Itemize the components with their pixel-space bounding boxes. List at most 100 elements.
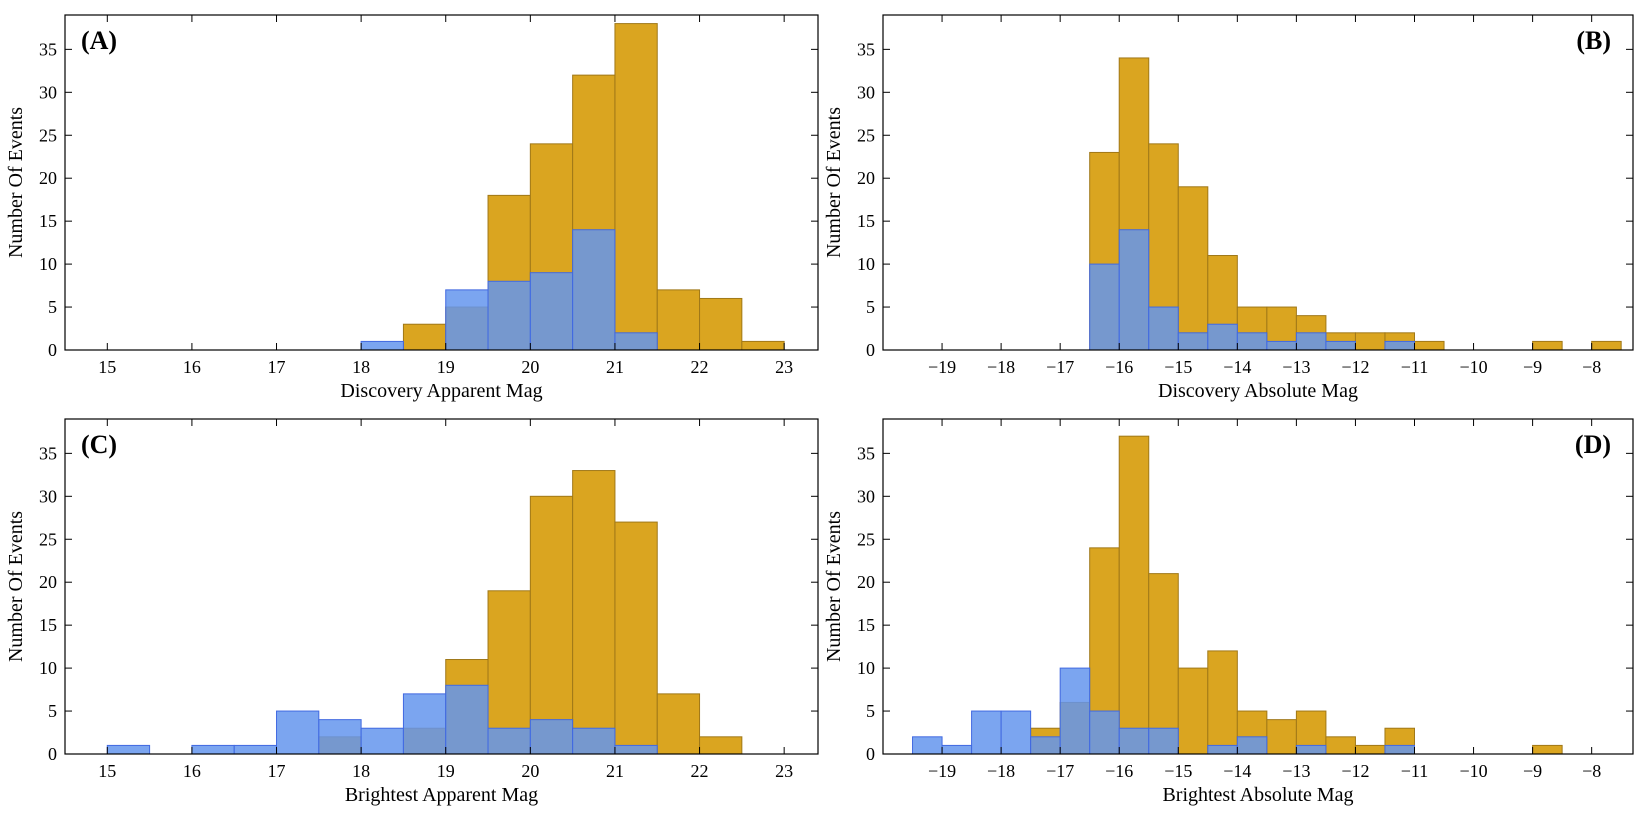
xtick-label-d-10: −9 <box>1523 761 1542 781</box>
bar-d-gold-11 <box>1354 744 1386 755</box>
bar-b-blue-0 <box>1089 263 1120 351</box>
bar-d-blue-0 <box>912 736 943 755</box>
xtick-label-d-7: −12 <box>1341 761 1369 781</box>
bar-c-blue-1 <box>191 744 235 755</box>
x-axis-title-c: Brightest Apparent Mag <box>345 784 538 806</box>
xtick-label-d-8: −11 <box>1401 761 1428 781</box>
bar-d-blue-4 <box>1030 736 1061 755</box>
ytick-label-c-2: 10 <box>39 658 57 678</box>
bar-a-blue-3 <box>529 272 574 351</box>
bar-d-blue-5 <box>1059 667 1091 755</box>
bar-b-blue-6 <box>1266 340 1297 351</box>
x-axis-title-a: Discovery Apparent Mag <box>340 380 542 402</box>
ytick-label-d-5: 25 <box>857 529 875 549</box>
ytick-label-c-6: 30 <box>39 486 57 506</box>
bar-d-gold-13 <box>1532 744 1563 755</box>
ytick-label-c-5: 25 <box>39 529 57 549</box>
bar-d-blue-7 <box>1118 727 1150 755</box>
bar-d-blue-3 <box>1000 710 1032 755</box>
plot-frame-d <box>882 418 1634 755</box>
ytick-label-c-0: 0 <box>48 744 57 764</box>
xtick-label-d-2: −17 <box>1046 761 1074 781</box>
ytick-label-a-5: 25 <box>39 125 57 145</box>
xtick-label-a-6: 21 <box>606 357 624 377</box>
bar-b-gold-12 <box>1532 340 1563 351</box>
ytick-label-a-0: 0 <box>48 340 57 360</box>
plot-frame-b <box>882 14 1634 351</box>
xtick-label-b-4: −15 <box>1164 357 1192 377</box>
xtick-label-c-6: 21 <box>606 761 624 781</box>
ytick-label-d-1: 5 <box>866 701 875 721</box>
panel-c: 15 16 17 18 19 20 21 22 23 0 5 10 15 20 25 30 35 Brightes… <box>5 418 819 806</box>
bar-b-blue-4 <box>1207 323 1238 351</box>
ytick-label-d-3: 15 <box>857 615 875 635</box>
bar-d-blue-10 <box>1236 736 1268 755</box>
xtick-label-b-1: −18 <box>987 357 1015 377</box>
bar-a-gold-5 <box>614 23 658 351</box>
xtick-label-b-10: −9 <box>1523 357 1542 377</box>
xtick-label-b-3: −16 <box>1105 357 1133 377</box>
xtick-label-d-11: −8 <box>1582 761 1601 781</box>
ytick-label-b-5: 25 <box>857 125 875 145</box>
bar-a-blue-5 <box>614 332 658 351</box>
xtick-label-c-5: 20 <box>521 761 539 781</box>
x-axis-title-d: Brightest Absolute Mag <box>1162 784 1353 806</box>
y-axis-title-d: Number Of Events <box>823 511 845 662</box>
y-axis-title-c: Number Of Events <box>5 511 27 662</box>
bar-c-blue-0 <box>106 744 151 755</box>
bar-d-blue-8 <box>1148 727 1179 755</box>
bar-d-gold-8 <box>1266 719 1297 755</box>
bar-b-blue-7 <box>1295 332 1327 351</box>
ytick-label-a-3: 15 <box>39 211 57 231</box>
panel-label-d: (D) <box>1575 430 1611 459</box>
xtick-label-d-4: −15 <box>1164 761 1192 781</box>
bar-b-gold-9 <box>1354 332 1386 351</box>
bar-a-gold-6 <box>656 289 701 351</box>
bar-b-blue-1 <box>1118 229 1150 351</box>
xtick-label-a-4: 19 <box>437 357 455 377</box>
ytick-label-a-6: 30 <box>39 82 57 102</box>
ytick-label-b-7: 35 <box>857 39 875 59</box>
bar-b-blue-2 <box>1148 306 1179 351</box>
ytick-label-d-6: 30 <box>857 486 875 506</box>
bar-a-blue-2 <box>487 280 531 351</box>
ytick-label-d-4: 20 <box>857 572 875 592</box>
y-axis-title-a: Number Of Events <box>5 107 27 258</box>
xtick-label-b-11: −8 <box>1582 357 1601 377</box>
bar-c-blue-8 <box>487 727 531 755</box>
bar-a-gold-7 <box>699 297 743 351</box>
bar-c-blue-7 <box>445 684 489 755</box>
plot-frame-a <box>64 14 819 351</box>
bar-d-blue-11 <box>1295 744 1327 755</box>
bar-b-gold-11 <box>1414 340 1445 351</box>
xtick-label-c-0: 15 <box>98 761 116 781</box>
bar-c-blue-9 <box>529 719 574 755</box>
bar-d-gold-5 <box>1177 667 1209 755</box>
bar-c-blue-6 <box>402 693 447 755</box>
bar-c-blue-4 <box>318 719 362 755</box>
x-axis-title-b: Discovery Absolute Mag <box>1158 380 1358 402</box>
bar-d-blue-12 <box>1384 744 1415 755</box>
panel-a: 15 16 17 18 19 20 21 22 23 0 5 10 15 20 25 30 35 Discover… <box>5 14 819 402</box>
bar-c-blue-5 <box>360 727 404 755</box>
panel-label-b: (B) <box>1576 26 1611 55</box>
bar-c-blue-3 <box>276 710 320 755</box>
bar-c-gold-4 <box>529 495 574 755</box>
bar-d-blue-6 <box>1089 710 1120 755</box>
bar-a-gold-0 <box>402 323 447 351</box>
bar-d-blue-9 <box>1207 744 1238 755</box>
xtick-label-a-8: 23 <box>775 357 793 377</box>
bar-b-blue-3 <box>1177 332 1209 351</box>
bar-d-gold-10 <box>1325 736 1356 755</box>
bar-b-blue-9 <box>1384 340 1415 351</box>
ytick-label-a-2: 10 <box>39 254 57 274</box>
ytick-label-b-6: 30 <box>857 82 875 102</box>
ytick-label-b-0: 0 <box>866 340 875 360</box>
bar-d-gold-4 <box>1148 573 1179 755</box>
ytick-label-d-7: 35 <box>857 443 875 463</box>
ytick-label-d-2: 10 <box>857 658 875 678</box>
xtick-label-d-3: −16 <box>1105 761 1133 781</box>
y-axis-title-b: Number Of Events <box>823 107 845 258</box>
bar-c-gold-3 <box>487 590 531 755</box>
